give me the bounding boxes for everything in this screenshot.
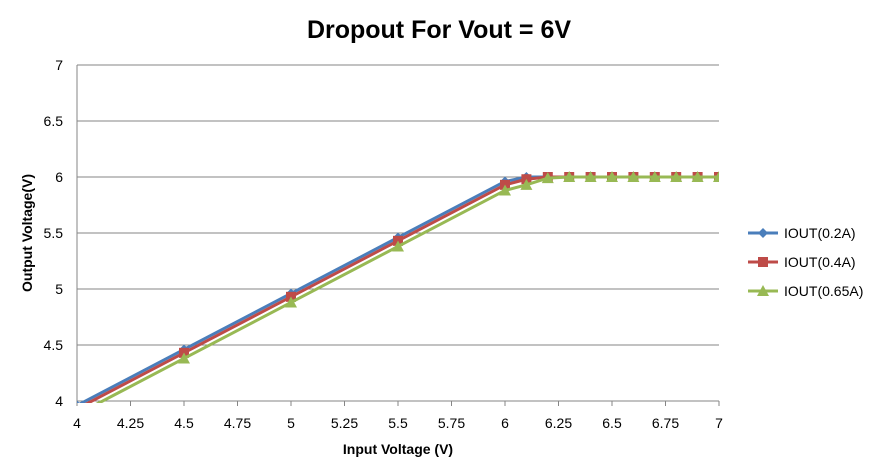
legend-item: IOUT(0.4A)	[748, 254, 856, 270]
y-tick-label: 4	[55, 393, 63, 409]
data-point	[499, 184, 511, 196]
legend-marker	[758, 257, 768, 267]
series-1	[84, 172, 719, 403]
x-tick-label: 4.25	[117, 415, 144, 431]
x-tick-label: 6	[501, 415, 509, 431]
data-point	[670, 171, 683, 182]
data-point	[285, 296, 297, 308]
series-2	[95, 171, 719, 403]
series-line	[95, 175, 719, 403]
y-tick-labels: 4 4.5 5 5.5 6 6.5 7	[44, 57, 64, 409]
y-tick-label: 7	[55, 57, 63, 73]
x-tick-label: 4	[73, 415, 81, 431]
series-line	[84, 175, 719, 403]
y-tick-label: 5.5	[44, 225, 64, 241]
legend-item: IOUT(0.65A)	[748, 283, 863, 299]
legend-marker	[758, 228, 768, 238]
data-point	[691, 171, 704, 182]
data-point	[392, 240, 404, 252]
legend-marker	[757, 285, 769, 296]
data-point	[606, 171, 618, 182]
x-tick-label: 5.5	[388, 415, 408, 431]
series-layer	[77, 171, 719, 403]
y-tick-label: 6	[55, 169, 63, 185]
x-tick-label: 5	[287, 415, 295, 431]
x-tick-label: 4.5	[174, 415, 194, 431]
x-tick-label: 5.75	[438, 415, 465, 431]
x-tick-label: 6.75	[652, 415, 679, 431]
x-tick-label: 6.5	[602, 415, 622, 431]
legend: IOUT(0.2A) IOUT(0.4A) IOUT(0.65A)	[748, 225, 863, 299]
series-0	[77, 172, 719, 403]
y-tick-label: 5	[55, 281, 63, 297]
x-tick-label: 5.25	[331, 415, 358, 431]
data-point	[584, 171, 597, 182]
y-tick-label: 6.5	[44, 113, 64, 129]
legend-item: IOUT(0.2A)	[748, 225, 856, 241]
data-point	[713, 171, 719, 182]
data-point	[648, 171, 661, 182]
y-axis-title: Output Voltage(V)	[19, 174, 35, 292]
axes	[76, 65, 720, 406]
series-line	[78, 175, 719, 403]
legend-label: IOUT(0.2A)	[784, 225, 856, 241]
legend-label: IOUT(0.65A)	[784, 283, 863, 299]
x-axis-title: Input Voltage (V)	[343, 441, 453, 457]
x-tick-label: 4.75	[224, 415, 251, 431]
chart-title: Dropout For Vout = 6V	[307, 16, 571, 44]
data-point	[178, 352, 190, 364]
x-tick-labels: 4 4.25 4.5 4.75 5 5.25 5.5 5.75 6 6.25 6.5 6.75 7	[73, 415, 723, 431]
data-point	[520, 178, 533, 190]
x-tick-label: 6.25	[545, 415, 572, 431]
y-tick-label: 4.5	[44, 337, 64, 353]
data-point	[541, 172, 554, 184]
data-point	[563, 171, 576, 182]
legend-label: IOUT(0.4A)	[784, 254, 856, 270]
data-point	[627, 171, 640, 182]
data-point	[77, 400, 80, 403]
x-tick-label: 7	[715, 415, 723, 431]
